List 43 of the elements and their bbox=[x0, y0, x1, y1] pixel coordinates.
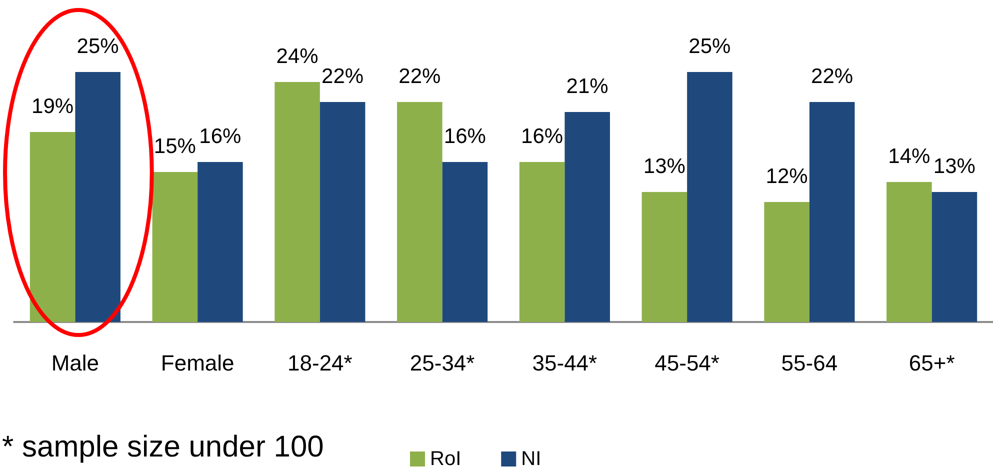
bar bbox=[564, 112, 610, 322]
bar bbox=[932, 192, 978, 322]
bar bbox=[320, 102, 366, 322]
data-label: 16% bbox=[521, 125, 564, 148]
x-tick-label: 25-34* bbox=[410, 350, 476, 376]
bar bbox=[75, 72, 120, 322]
data-label: 25% bbox=[688, 35, 731, 58]
data-label: 16% bbox=[199, 125, 242, 148]
bar bbox=[198, 162, 243, 322]
data-label: 13% bbox=[933, 155, 976, 178]
data-label: 21% bbox=[566, 75, 608, 98]
bar bbox=[397, 102, 442, 322]
data-label: 25% bbox=[76, 35, 119, 58]
bar bbox=[764, 202, 810, 322]
bar bbox=[642, 192, 688, 322]
x-tick-label: 18-24* bbox=[288, 350, 353, 376]
bar bbox=[30, 132, 76, 322]
data-label: 22% bbox=[398, 65, 441, 88]
bar bbox=[886, 182, 932, 322]
text: * sample size under 100 bbox=[2, 430, 324, 464]
x-tick-label: 55-64 bbox=[781, 350, 838, 376]
bar bbox=[274, 82, 320, 322]
data-label: 14% bbox=[888, 145, 930, 168]
x-tick-label: Female bbox=[160, 350, 234, 376]
bar bbox=[442, 162, 488, 322]
data-label: 15% bbox=[154, 135, 196, 158]
bar bbox=[152, 172, 198, 322]
data-label: 12% bbox=[766, 165, 808, 188]
bar bbox=[687, 72, 732, 322]
data-label: 24% bbox=[276, 45, 318, 68]
legend-label: NI bbox=[521, 448, 542, 470]
data-label: 19% bbox=[32, 95, 74, 118]
x-tick-label: Male bbox=[51, 350, 100, 376]
data-label: 13% bbox=[643, 155, 686, 178]
bar bbox=[809, 102, 855, 322]
data-label: 22% bbox=[811, 65, 854, 88]
x-tick-label: 35-44* bbox=[532, 350, 598, 376]
data-label: 16% bbox=[444, 125, 486, 148]
legend-label: RoI bbox=[430, 448, 462, 470]
bar bbox=[519, 162, 565, 322]
x-tick-label: 65+* bbox=[908, 350, 956, 376]
data-label: 22% bbox=[322, 65, 364, 88]
x-tick-label: 45-54* bbox=[654, 350, 720, 376]
